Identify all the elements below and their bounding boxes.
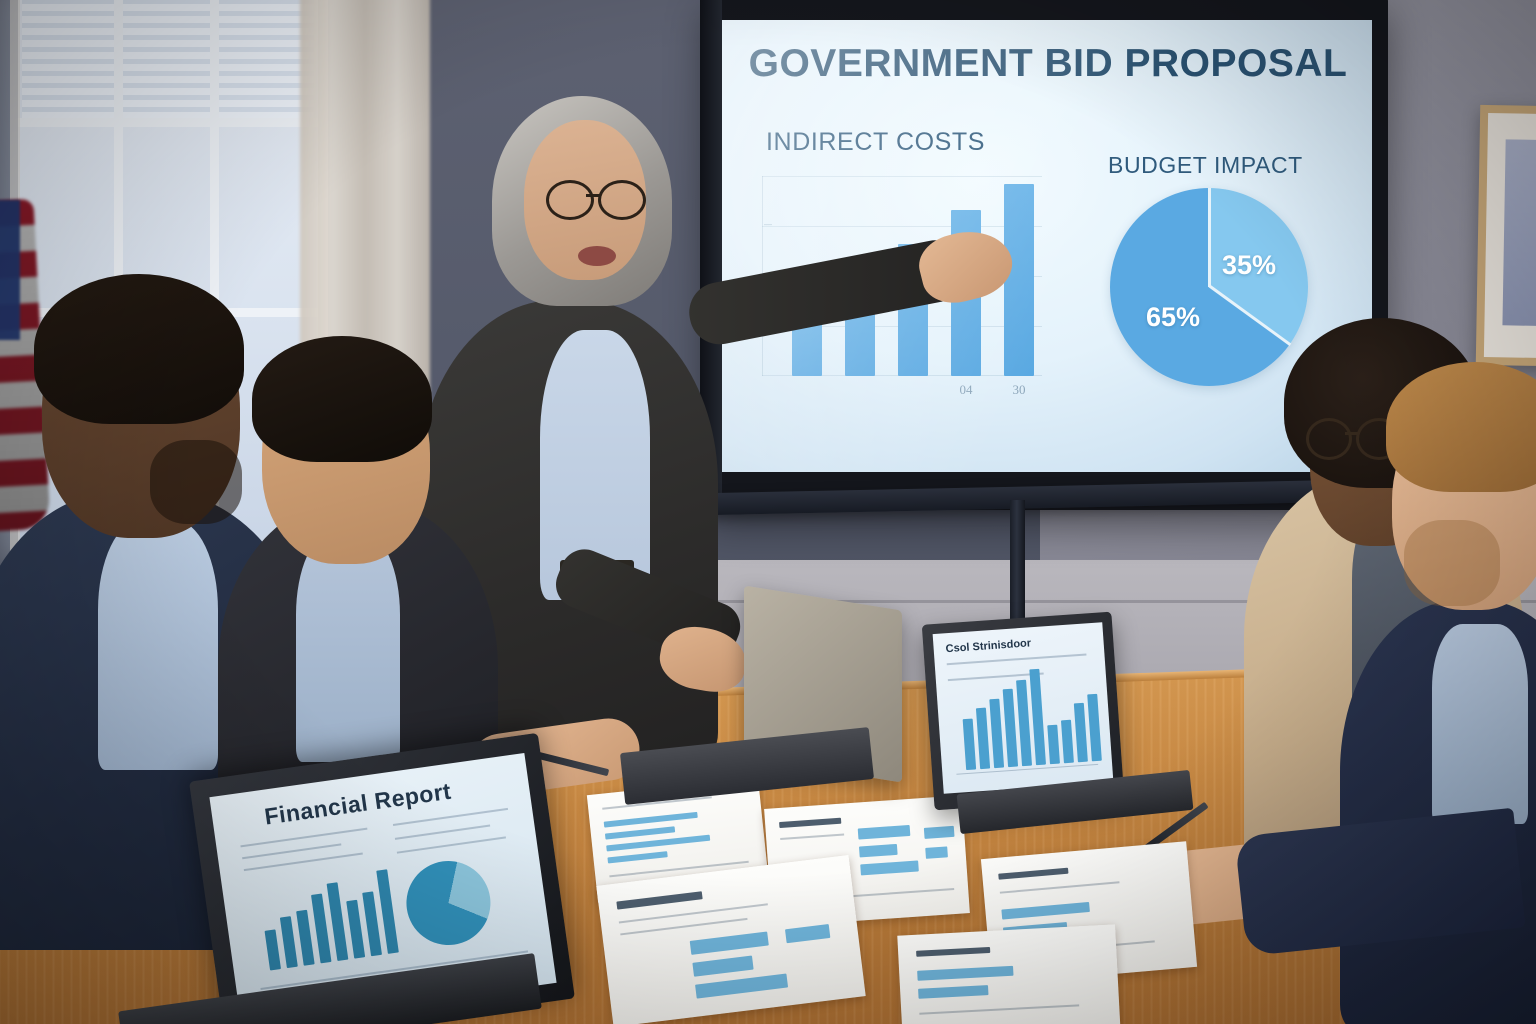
foreground-laptop-screen-title: Financial Report — [262, 777, 453, 830]
attendee3-glasses — [1306, 418, 1352, 460]
wainscot-moulding-upper — [660, 600, 1536, 603]
attendee4-shirt — [1432, 624, 1528, 824]
bar — [362, 891, 383, 957]
right-laptop-screen: Csol Strinisdoor — [932, 622, 1114, 794]
bar — [1060, 719, 1074, 764]
pie-separator — [1208, 188, 1211, 287]
bar-chart-x-tick-label — [898, 382, 928, 398]
bar-chart-x-tick-label — [845, 382, 875, 398]
window-blinds — [22, 0, 314, 122]
pie-label-35: 35% — [1222, 250, 1277, 280]
bar — [975, 707, 991, 770]
bar — [1016, 679, 1033, 767]
bar-chart-x-tick-label: 30 — [1012, 382, 1026, 397]
bar-chart-gridline — [762, 226, 1042, 227]
foreground-laptop-bar-chart — [258, 869, 399, 971]
bar — [1073, 702, 1088, 763]
glasses-bridge — [586, 194, 600, 197]
attendee2-hair — [252, 336, 432, 462]
bar-chart-x-ticks: 04 30 — [792, 382, 1034, 398]
attendee4-beard — [1404, 520, 1500, 606]
attendee2-shirt — [296, 532, 400, 762]
attendee4-hair — [1386, 362, 1536, 492]
presenter-glasses — [546, 180, 594, 220]
right-laptop-screen-title: Csol Strinisdoor — [945, 637, 1032, 656]
projection-screen-stand — [1010, 500, 1025, 650]
document-handout[interactable] — [897, 924, 1121, 1024]
attendee1-beard — [150, 440, 242, 524]
bar — [989, 699, 1005, 769]
slide-title: GOVERNMENT BID PROPOSAL — [748, 42, 1348, 85]
bar-chart-x-tick-label — [792, 382, 822, 398]
bar — [264, 929, 281, 971]
bar-chart-gridline — [762, 176, 1042, 177]
bar-chart-y-tick: — — [764, 220, 772, 229]
slide-heading-indirect-costs: INDIRECT COSTS — [766, 128, 986, 156]
bar — [962, 718, 977, 771]
bar — [1087, 694, 1102, 762]
window-mullion-vertical-2 — [210, 0, 219, 550]
bar — [346, 899, 366, 959]
attendee1-hair — [34, 274, 244, 424]
bar — [296, 909, 315, 966]
bar-chart-bar — [1004, 184, 1034, 376]
bar — [279, 915, 298, 969]
framed-picture — [1475, 104, 1536, 368]
attendee1-shirt — [98, 520, 218, 770]
pie-label-65: 65% — [1146, 302, 1201, 332]
projection-screen-left-edge — [700, 0, 722, 498]
glasses-bridge — [1345, 432, 1358, 435]
bar — [1047, 724, 1060, 765]
foreground-laptop-pie-chart — [401, 855, 496, 951]
slide-heading-budget-impact: BUDGET IMPACT — [1108, 152, 1303, 178]
picture-artwork — [1502, 139, 1536, 327]
bar — [1029, 668, 1046, 766]
presenter-glasses — [598, 180, 646, 220]
document-handout[interactable] — [596, 855, 866, 1024]
presenter-mouth — [578, 246, 616, 266]
window-mullion-horizontal-1 — [18, 118, 318, 127]
flag-canton — [0, 200, 20, 340]
bar — [311, 893, 332, 964]
bar-chart-x-tick-label: 04 — [959, 382, 973, 397]
right-laptop-bar-chart — [959, 665, 1102, 771]
bar — [1002, 688, 1019, 768]
